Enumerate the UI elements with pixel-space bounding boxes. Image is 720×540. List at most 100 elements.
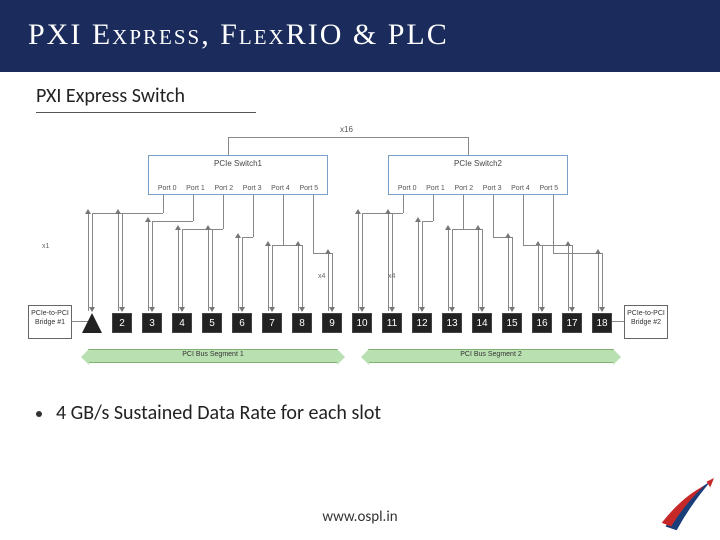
- wire: [493, 195, 494, 237]
- switch2-label: PCIe Switch2: [454, 159, 502, 168]
- wire: [362, 213, 363, 311]
- wire: [598, 253, 599, 311]
- slot-3: 3: [142, 313, 162, 333]
- arrowhead-icon: [205, 225, 211, 230]
- port-label: Port 4: [511, 185, 530, 192]
- footer-url: www.ospl.in: [322, 508, 397, 526]
- arrowhead-icon: [359, 307, 365, 312]
- arrowhead-icon: [179, 307, 185, 312]
- arrowhead-icon: [449, 307, 455, 312]
- lane-x4-label: x4: [318, 273, 325, 280]
- wire: [88, 213, 89, 311]
- wire: [452, 229, 453, 311]
- wire: [332, 253, 333, 311]
- port-label: Port 4: [271, 185, 290, 192]
- arrowhead-icon: [505, 233, 511, 238]
- bullet-item: 4 GB/s Sustained Data Rate for each slot: [36, 401, 684, 425]
- slot-4: 4: [172, 313, 192, 333]
- arrowhead-icon: [445, 225, 451, 230]
- wire: [298, 245, 299, 311]
- wire: [92, 213, 93, 311]
- slot-12: 12: [412, 313, 432, 333]
- top-bus-wire: [228, 137, 468, 138]
- slide-title: PXI Express, FlexRIO & PLC: [28, 18, 449, 51]
- wire: [302, 245, 303, 311]
- wire: [478, 229, 479, 311]
- wire: [452, 229, 463, 230]
- slot-11: 11: [382, 313, 402, 333]
- wire: [572, 245, 573, 311]
- switch2-ports: Port 0 Port 1 Port 2 Port 3 Port 4 Port …: [393, 185, 563, 192]
- bullet-text: 4 GB/s Sustained Data Rate for each slot: [56, 401, 381, 425]
- arrowhead-icon: [235, 233, 241, 238]
- slot-18: 18: [592, 313, 612, 333]
- port-label: Port 1: [186, 185, 205, 192]
- wire: [178, 229, 179, 311]
- slot-14: 14: [472, 313, 492, 333]
- wire: [523, 195, 524, 245]
- slide-title-bar: PXI Express, FlexRIO & PLC: [0, 0, 720, 72]
- slot-6: 6: [232, 313, 252, 333]
- wire: [118, 213, 119, 311]
- wire: [268, 245, 269, 311]
- wire: [223, 195, 224, 229]
- arrowhead-icon: [209, 307, 215, 312]
- bridge-1: PCIe-to-PCI Bridge #1: [28, 305, 72, 339]
- port-label: Port 2: [454, 185, 473, 192]
- wire: [602, 253, 603, 311]
- wire: [242, 237, 253, 238]
- lane-x1-label: x1: [42, 243, 49, 250]
- pcie-switch-1: PCIe Switch1 Port 0 Port 1 Port 2 Port 3…: [148, 155, 328, 195]
- arrowhead-icon: [175, 225, 181, 230]
- ospl-logo-icon: [658, 478, 714, 534]
- arrowhead-icon: [119, 307, 125, 312]
- bus-segment-2: PCI Bus Segment 2: [368, 349, 614, 363]
- arrowhead-icon: [389, 307, 395, 312]
- port-label: Port 3: [483, 185, 502, 192]
- wire: [182, 229, 183, 311]
- wire: [422, 221, 433, 222]
- slot-5: 5: [202, 313, 222, 333]
- wire: [448, 229, 449, 311]
- arrowhead-icon: [539, 307, 545, 312]
- wire: [358, 213, 359, 311]
- arrowhead-icon: [295, 241, 301, 246]
- arrowhead-icon: [149, 307, 155, 312]
- port-label: Port 2: [214, 185, 233, 192]
- port-label: Port 0: [398, 185, 417, 192]
- slot-8: 8: [292, 313, 312, 333]
- arrowhead-icon: [355, 209, 361, 214]
- arrowhead-icon: [599, 307, 605, 312]
- wire: [512, 237, 513, 311]
- arrowhead-icon: [595, 249, 601, 254]
- wire: [392, 213, 393, 311]
- wire: [152, 221, 153, 311]
- wire: [242, 237, 243, 311]
- arrowhead-icon: [509, 307, 515, 312]
- arrowhead-icon: [299, 307, 305, 312]
- bullet-dot-icon: [36, 411, 42, 417]
- wire: [433, 195, 434, 221]
- wire: [538, 245, 539, 311]
- block-diagram: x1 6 PCIe Switch1 Port 0 Port 1 Port 2 Po…: [28, 123, 668, 383]
- port-label: Port 5: [539, 185, 558, 192]
- wire: [253, 195, 254, 237]
- bus-label: PCI Bus Segment 2: [369, 351, 613, 358]
- wire: [508, 237, 509, 311]
- wire: [148, 221, 149, 311]
- wire: [272, 245, 283, 246]
- wire: [463, 195, 464, 229]
- arrowhead-icon: [115, 209, 121, 214]
- wire: [212, 229, 223, 230]
- port-label: Port 1: [426, 185, 445, 192]
- bridge-2: PCIe-to-PCI Bridge #2: [624, 305, 668, 339]
- bridge-label: PCIe-to-PCI Bridge #1: [31, 310, 69, 326]
- arrowhead-icon: [89, 307, 95, 312]
- subtitle-text: PXI Express Switch: [36, 84, 684, 108]
- arrowhead-icon: [565, 241, 571, 246]
- port-label: Port 0: [158, 185, 177, 192]
- wire: [392, 213, 403, 214]
- wire: [313, 195, 314, 253]
- slot-10: 10: [352, 313, 372, 333]
- arrowhead-icon: [475, 225, 481, 230]
